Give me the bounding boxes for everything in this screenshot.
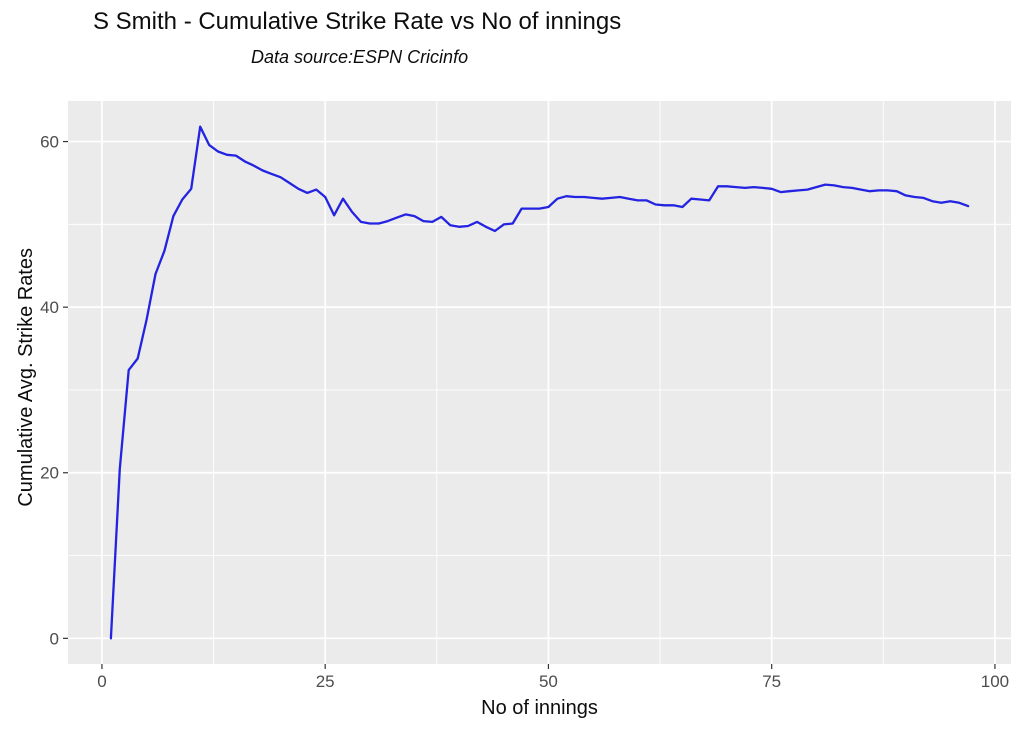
x-tick-label: 75 xyxy=(762,672,781,691)
strike-rate-line xyxy=(109,125,970,640)
y-tick-label: 40 xyxy=(40,298,59,317)
x-tick-label: 50 xyxy=(539,672,558,691)
y-tick-label: 60 xyxy=(40,133,59,152)
x-axis-title: No of innings xyxy=(481,697,598,719)
x-tick-label: 0 xyxy=(97,672,106,691)
y-tick-label: 20 xyxy=(40,464,59,483)
x-tick-label: 100 xyxy=(981,672,1009,691)
y-tick-label: 0 xyxy=(50,629,59,648)
y-axis-title: Cumulative Avg. Strike Rates xyxy=(15,248,37,507)
panel-background xyxy=(68,101,1011,664)
chart-title: S Smith - Cumulative Strike Rate vs No o… xyxy=(93,8,622,35)
x-tick-label: 25 xyxy=(316,672,335,691)
chart-subtitle: Data source:ESPN Cricinfo xyxy=(251,47,469,67)
